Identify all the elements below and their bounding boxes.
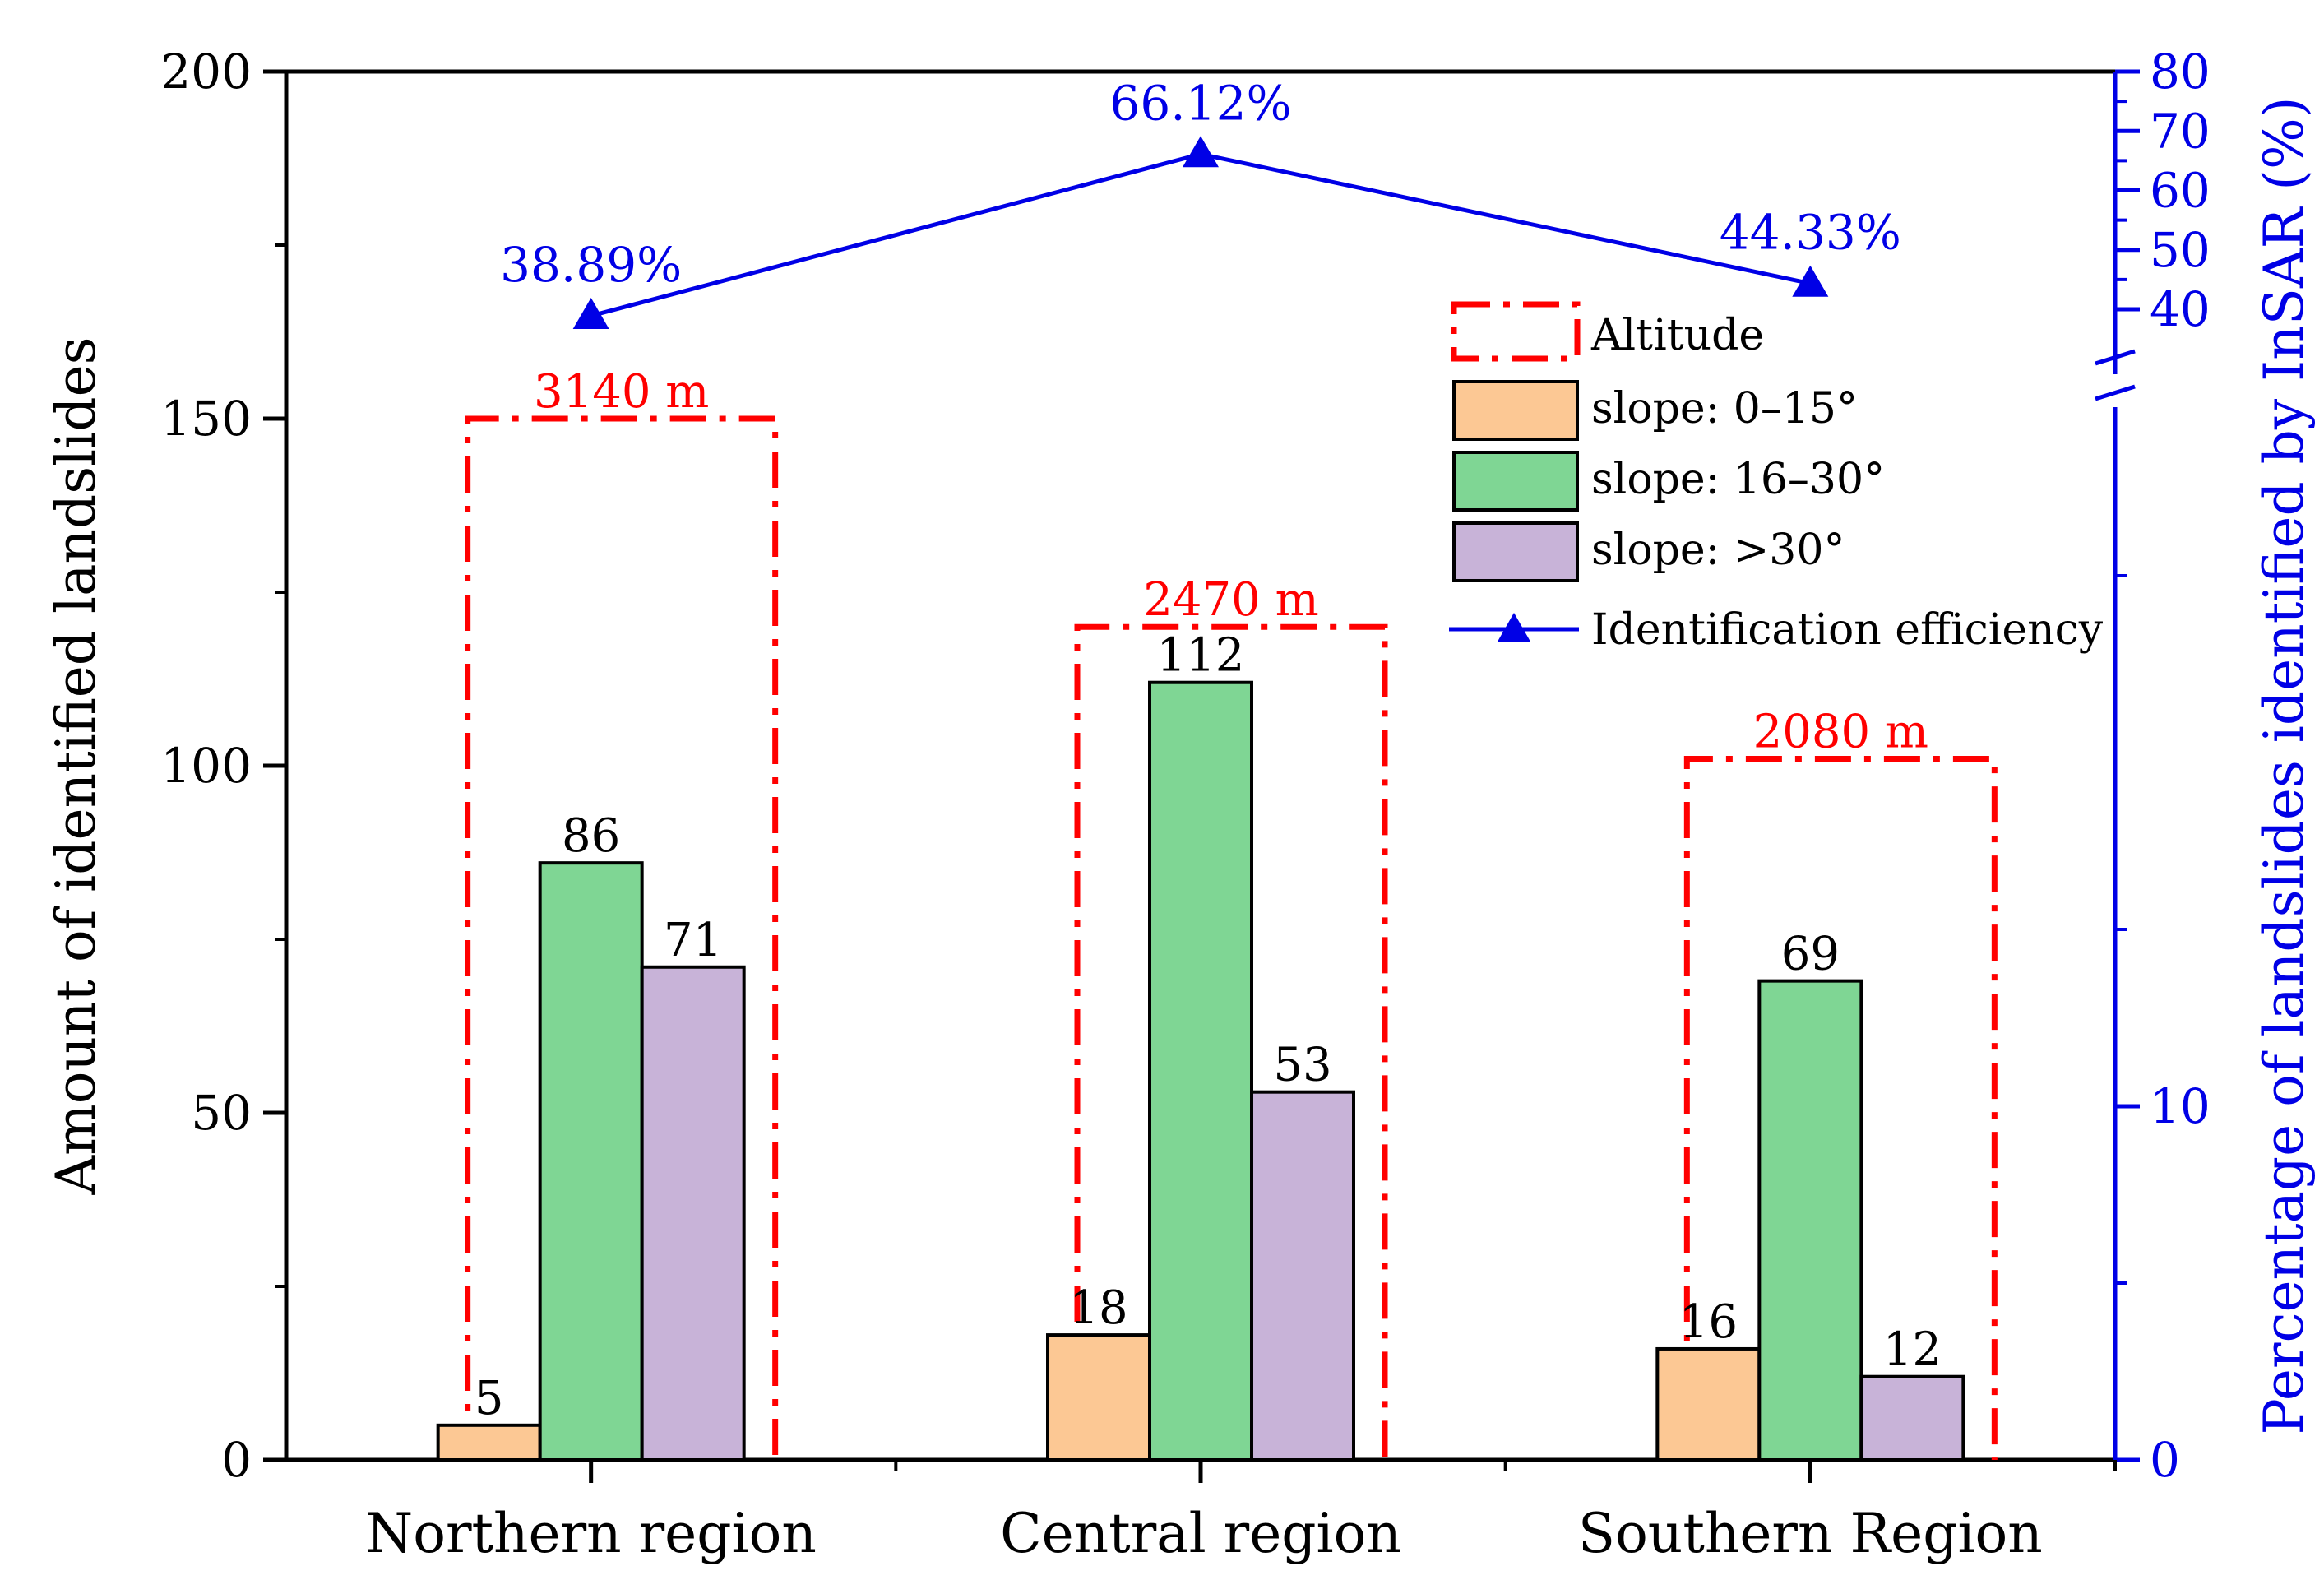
y-tick-label: 50 [191, 1085, 252, 1141]
legend-swatch-slope-over-30 [1452, 521, 1579, 582]
legend-label: slope: >30° [1591, 526, 1845, 575]
legend-label: slope: 16–30° [1591, 455, 1885, 504]
y-right-tick-label: 80 [2150, 44, 2211, 100]
altitude-box [465, 415, 779, 1460]
bar-value-label: 112 [1157, 629, 1245, 683]
bar-slope-over-30 [640, 965, 746, 1462]
y-right-tick-label: 50 [2150, 222, 2211, 278]
y-tick-label: 0 [221, 1432, 252, 1488]
y-right-tick-label: 70 [2150, 103, 2211, 159]
efficiency-label: 66.12% [1109, 75, 1291, 131]
y-axis-title: Amount of identified landslides [44, 337, 108, 1196]
legend: Altitude slope: 0–15° slope: 16–30° slope: … [1449, 301, 2104, 655]
y-right-tick-label: 40 [2150, 281, 2211, 337]
y-right-tick-label: 10 [2150, 1078, 2211, 1134]
bar-slope-0-15 [1046, 1333, 1151, 1462]
bar-slope-16-30 [1757, 979, 1863, 1462]
y-right-tick-label: 0 [2150, 1432, 2180, 1488]
altitude-box [1074, 623, 1388, 1460]
efficiency-polyline [590, 151, 1811, 318]
bar-value-label: 69 [1781, 928, 1840, 981]
bar-slope-0-15 [436, 1423, 542, 1462]
altitude-label: 3140 m [534, 365, 709, 419]
efficiency-label: 44.33% [1720, 205, 1901, 261]
bar-slope-16-30 [538, 861, 644, 1462]
bar-value-label: 12 [1883, 1323, 1942, 1377]
x-tick-label: Southern Region [1578, 1502, 2043, 1565]
bar-value-label: 5 [475, 1372, 504, 1425]
legend-label: slope: 0–15° [1591, 384, 1858, 433]
efficiency-marker [1792, 265, 1829, 297]
altitude-boxes: 3140 m 2470 m 2080 m [465, 365, 1998, 1460]
legend-swatch-slope-16-30 [1452, 451, 1579, 512]
efficiency-line: 38.89% 66.12% 44.33% [500, 75, 1901, 330]
bar-slope-over-30 [1250, 1090, 1355, 1462]
bar-slope-over-30 [1859, 1374, 1965, 1462]
axis-break-mark [2095, 349, 2136, 366]
efficiency-marker [1183, 136, 1219, 168]
efficiency-label: 38.89% [500, 237, 682, 293]
y-tick-label: 100 [160, 738, 252, 794]
efficiency-marker [572, 298, 609, 330]
x-tick-label: Central region [1000, 1502, 1401, 1565]
y-right-axis-title: Percentage of landslides identified by I… [2252, 96, 2316, 1434]
y-tick-label: 150 [160, 391, 252, 447]
bar-value-label: 53 [1273, 1039, 1331, 1092]
altitude-label: 2470 m [1143, 573, 1318, 627]
axis-break-mark [2095, 384, 2136, 401]
altitude-box [1683, 756, 1998, 1460]
bar-value-label: 18 [1069, 1281, 1127, 1335]
bars: 5 18 16 86 112 69 71 53 12 [436, 629, 1965, 1462]
altitude-label: 2080 m [1753, 706, 1928, 759]
legend-swatch-slope-0-15 [1452, 380, 1579, 441]
x-tick-label: Northern region [365, 1502, 816, 1565]
y-right-tick-label: 60 [2150, 163, 2211, 219]
legend-swatch-altitude [1451, 301, 1581, 362]
bar-slope-0-15 [1655, 1346, 1762, 1462]
bar-value-label: 86 [562, 809, 620, 863]
bar-slope-16-30 [1148, 680, 1253, 1462]
bar-value-label: 16 [1679, 1295, 1738, 1349]
y-tick-label: 200 [160, 44, 252, 100]
legend-marker-efficiency [1498, 613, 1530, 642]
legend-label-efficiency: Identification efficiency [1591, 605, 2104, 655]
bar-value-label: 71 [664, 914, 722, 967]
legend-label-altitude: Altitude [1590, 311, 1764, 360]
